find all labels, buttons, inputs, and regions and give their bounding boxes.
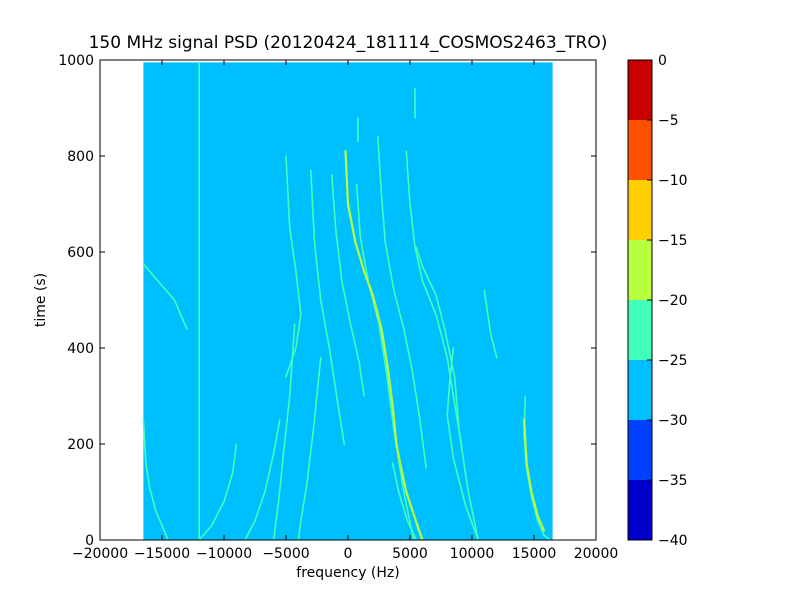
y-tick-label: 1000 <box>58 53 94 69</box>
signal-trace-5 <box>244 419 281 541</box>
signal-trace-9 <box>331 174 365 397</box>
x-axis-label: frequency (Hz) <box>296 565 399 581</box>
colorbar-tick-label: −40 <box>658 533 688 549</box>
colorbar-band <box>628 60 652 120</box>
x-tick-label: 5000 <box>392 546 428 562</box>
spectrogram-background <box>143 62 553 541</box>
colorbar: −40 −35 −30 −25 −20 −15 −10 −5 0 <box>627 53 688 549</box>
colorbar-band <box>628 480 652 540</box>
colorbar-tick-label: 0 <box>658 53 667 69</box>
colorbar-bands <box>628 60 652 540</box>
signal-trace-7 <box>272 323 296 541</box>
y-tick-label: 200 <box>67 437 94 453</box>
x-tick-label: −10000 <box>196 546 252 562</box>
colorbar-tick-label: −30 <box>658 413 688 429</box>
x-axis-ticks: −20000 −15000 −10000 −5000 0 5000 10000 15000 20… <box>72 60 618 562</box>
colorbar-band <box>628 120 652 180</box>
y-axis-label: time (s) <box>33 273 49 327</box>
signal-traces <box>142 61 551 542</box>
y-tick-label: 800 <box>67 149 94 165</box>
signal-trace-17 <box>391 462 417 541</box>
signal-trace-13 <box>405 150 463 450</box>
plot-area: −20000 −15000 −10000 −5000 0 5000 10000 15000 20… <box>58 53 618 562</box>
signal-trace-12 <box>377 136 427 469</box>
x-tick-label: 0 <box>344 546 353 562</box>
colorbar-band <box>628 420 652 480</box>
signal-trace-2 <box>142 419 169 541</box>
x-tick-label: 10000 <box>450 546 495 562</box>
signal-trace-16 <box>483 289 498 359</box>
y-tick-label: 400 <box>67 341 94 357</box>
chart-title: 150 MHz signal PSD (20120424_181114_COSM… <box>89 33 608 53</box>
colorbar-tick-label: −25 <box>658 353 688 369</box>
colorbar-tick-label: −10 <box>658 173 688 189</box>
signal-trace-14 <box>415 246 479 541</box>
x-tick-label: −20000 <box>72 546 128 562</box>
colorbar-tick-label: −5 <box>658 113 679 129</box>
y-tick-label: 600 <box>67 245 94 261</box>
signal-trace-8 <box>310 169 346 445</box>
y-tick-label: 0 <box>85 533 94 549</box>
colorbar-band <box>628 240 652 300</box>
colorbar-band <box>628 180 652 240</box>
signal-trace-21 <box>344 150 424 542</box>
signal-trace-11 <box>355 184 415 541</box>
signal-trace-10 <box>297 356 322 541</box>
signal-trace-15 <box>446 347 479 541</box>
colorbar-tick-label: −20 <box>658 293 688 309</box>
y-axis-ticks: 0 200 400 600 800 1000 <box>58 53 596 549</box>
colorbar-band <box>628 300 652 360</box>
x-tick-label: 15000 <box>512 546 557 562</box>
signal-trace-22 <box>523 418 545 532</box>
colorbar-tick-label: −35 <box>658 473 688 489</box>
signal-trace-3 <box>142 263 188 330</box>
signal-trace-4 <box>198 443 238 541</box>
colorbar-ticks: −40 −35 −30 −25 −20 −15 −10 −5 0 <box>647 53 688 549</box>
x-tick-label: −5000 <box>262 546 309 562</box>
x-tick-label: 20000 <box>574 546 619 562</box>
colorbar-band <box>628 360 652 420</box>
colorbar-tick-label: −15 <box>658 233 688 249</box>
x-tick-label: −15000 <box>134 546 190 562</box>
signal-trace-6 <box>285 155 302 378</box>
